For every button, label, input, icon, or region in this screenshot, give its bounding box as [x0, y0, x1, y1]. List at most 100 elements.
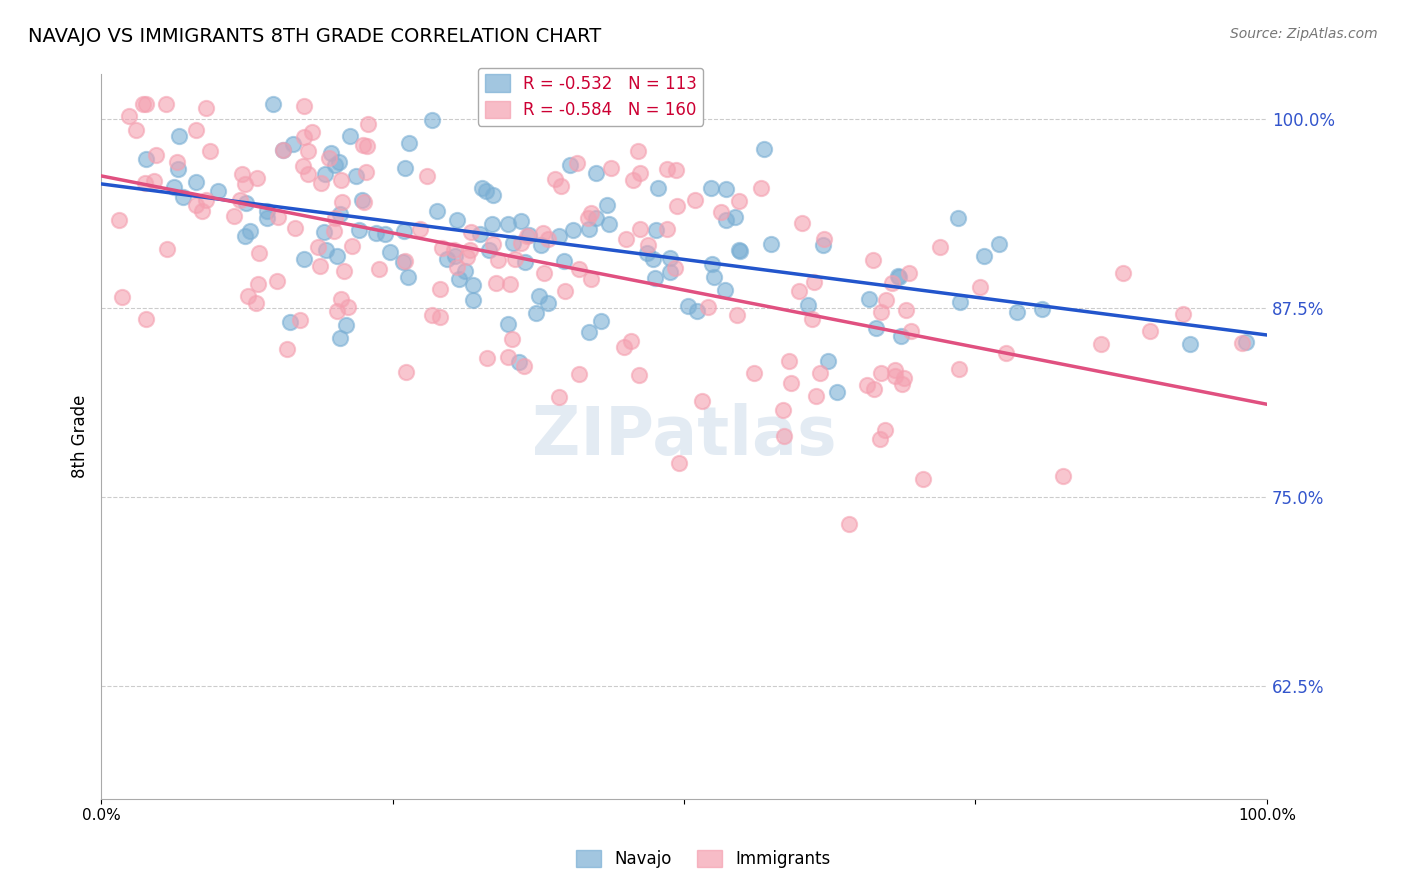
Point — [238, 288, 260, 302]
Point — [897, 266, 920, 280]
Point — [283, 136, 305, 151]
Point — [378, 245, 401, 260]
Point — [578, 325, 600, 339]
Point — [332, 264, 354, 278]
Point — [318, 151, 340, 165]
Point — [222, 209, 245, 223]
Point — [643, 252, 665, 266]
Point — [436, 252, 458, 266]
Legend: R = -0.532   N = 113, R = -0.584   N = 160: R = -0.532 N = 113, R = -0.584 N = 160 — [478, 68, 703, 126]
Point — [728, 244, 751, 259]
Point — [392, 223, 415, 237]
Point — [163, 179, 186, 194]
Point — [108, 212, 131, 227]
Point — [297, 144, 319, 158]
Point — [482, 188, 505, 202]
Point — [408, 222, 430, 236]
Point — [969, 280, 991, 294]
Point — [665, 199, 688, 213]
Point — [567, 155, 589, 169]
Point — [509, 214, 531, 228]
Point — [207, 184, 229, 198]
Point — [477, 351, 499, 365]
Point — [229, 193, 252, 207]
Point — [195, 101, 218, 115]
Point — [191, 204, 214, 219]
Point — [585, 211, 607, 225]
Point — [749, 180, 772, 194]
Point — [271, 144, 294, 158]
Point — [628, 166, 651, 180]
Point — [880, 276, 903, 290]
Point — [429, 282, 451, 296]
Point — [481, 237, 503, 252]
Point — [485, 276, 508, 290]
Point — [420, 112, 443, 127]
Point — [530, 238, 553, 252]
Point — [118, 109, 141, 123]
Point — [461, 277, 484, 292]
Point — [124, 122, 146, 136]
Point — [454, 263, 477, 277]
Point — [699, 180, 721, 194]
Point — [496, 317, 519, 331]
Point — [267, 210, 290, 224]
Point — [893, 370, 915, 384]
Point — [143, 173, 166, 187]
Point — [678, 299, 700, 313]
Point — [949, 295, 972, 310]
Point — [502, 235, 524, 250]
Point — [887, 268, 910, 283]
Point — [636, 245, 658, 260]
Point — [247, 277, 270, 291]
Point — [576, 211, 599, 226]
Point — [581, 206, 603, 220]
Point — [887, 269, 910, 284]
Point — [803, 275, 825, 289]
Point — [394, 253, 416, 268]
Point — [929, 240, 952, 254]
Point — [307, 240, 329, 254]
Point — [367, 261, 389, 276]
Point — [429, 310, 451, 325]
Point — [145, 148, 167, 162]
Point — [470, 227, 492, 241]
Point — [346, 169, 368, 183]
Point — [135, 97, 157, 112]
Point — [339, 128, 361, 143]
Point — [825, 384, 848, 399]
Point — [515, 255, 537, 269]
Point — [714, 283, 737, 297]
Point — [186, 198, 208, 212]
Point — [531, 227, 554, 241]
Point — [658, 251, 681, 265]
Point — [599, 161, 621, 175]
Point — [134, 176, 156, 190]
Point — [184, 123, 207, 137]
Point — [890, 376, 912, 391]
Point — [553, 253, 575, 268]
Point — [772, 403, 794, 417]
Point — [314, 225, 336, 239]
Point — [517, 228, 540, 243]
Point — [875, 293, 897, 307]
Point — [347, 223, 370, 237]
Point — [426, 204, 449, 219]
Point — [554, 284, 576, 298]
Point — [685, 194, 707, 208]
Point — [621, 173, 644, 187]
Point — [613, 340, 636, 354]
Point — [973, 249, 995, 263]
Point — [336, 300, 359, 314]
Point — [562, 223, 585, 237]
Point — [870, 366, 893, 380]
Point — [233, 229, 256, 244]
Point — [366, 226, 388, 240]
Text: NAVAJO VS IMMIGRANTS 8TH GRADE CORRELATION CHART: NAVAJO VS IMMIGRANTS 8TH GRADE CORRELATI… — [28, 27, 602, 45]
Point — [759, 237, 782, 252]
Point — [858, 293, 880, 307]
Point — [291, 159, 314, 173]
Point — [742, 366, 765, 380]
Point — [513, 359, 536, 373]
Point — [547, 229, 569, 244]
